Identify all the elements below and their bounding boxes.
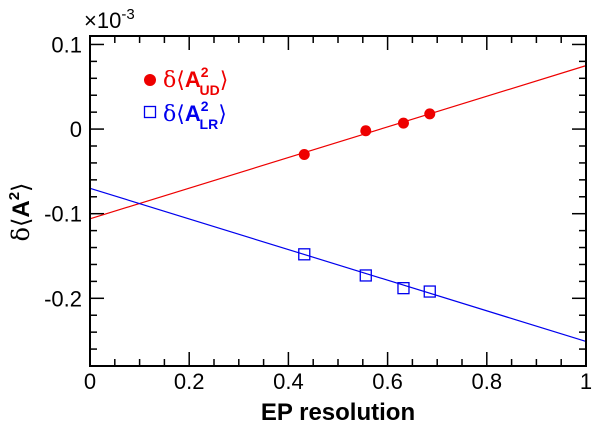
data-point xyxy=(397,117,409,129)
fit-line-series-0 xyxy=(89,65,587,220)
y-tick-label: 0 xyxy=(70,117,82,142)
y-tick-label: -0.2 xyxy=(44,286,82,311)
x-tick-label: 0.2 xyxy=(174,369,205,394)
legend-marker-lr xyxy=(143,105,157,119)
legend-label-ud: δ⟨A2 UD⟩ xyxy=(163,64,228,98)
legend-marker-ud xyxy=(144,74,156,86)
data-points xyxy=(298,108,436,298)
x-tick-label: 0.8 xyxy=(472,369,503,394)
fit-line-series-1 xyxy=(89,187,587,343)
scale-factor-label: ×10-3 xyxy=(84,6,135,33)
legend-label-lr: δ⟨A2 LR⟩ xyxy=(163,98,227,132)
x-axis-title: EP resolution xyxy=(261,399,415,426)
data-point xyxy=(359,269,372,282)
data-point xyxy=(360,125,372,137)
data-point xyxy=(298,248,311,261)
tick-marks xyxy=(89,36,587,367)
plot-frame xyxy=(89,35,587,367)
x-tick-label: 0.6 xyxy=(372,369,403,394)
tick-labels: 0 0.2 0.4 0.6 0.8 1 -0.2 -0.1 0 0.1 xyxy=(44,32,592,394)
fit-lines xyxy=(89,65,587,343)
x-tick-label: 1 xyxy=(580,369,592,394)
x-tick-label: 0 xyxy=(84,369,96,394)
data-point xyxy=(298,148,310,160)
legend: δ⟨A2 UD⟩ δ⟨A2 LR⟩ xyxy=(143,64,228,132)
data-point xyxy=(423,285,436,298)
x-tick-label: 0.4 xyxy=(273,369,304,394)
y-tick-label: 0.1 xyxy=(51,32,82,57)
y-tick-label: -0.1 xyxy=(44,202,82,227)
y-axis-title: δ⟨A2⟩ xyxy=(6,183,35,242)
data-point xyxy=(424,108,436,120)
data-point xyxy=(397,282,410,295)
